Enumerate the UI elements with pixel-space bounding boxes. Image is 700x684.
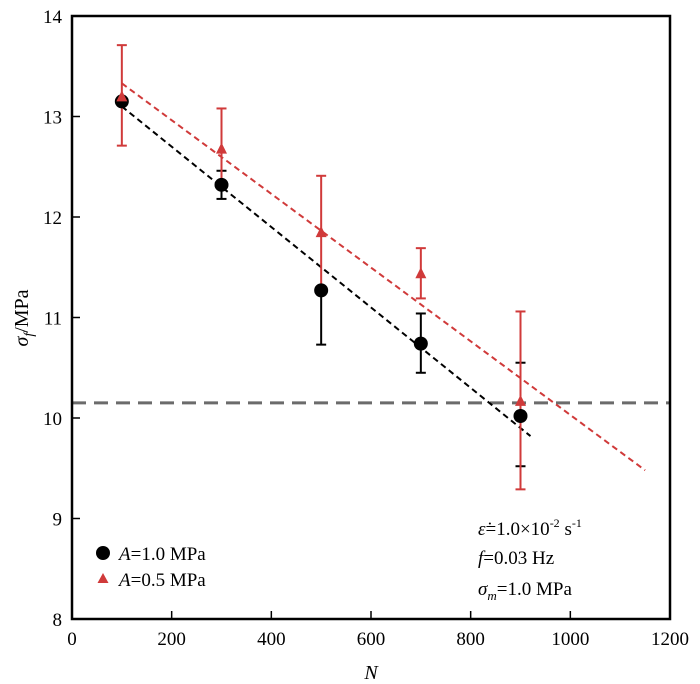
x-tick-labels: 0 200 400 600 800 1000 1200 xyxy=(67,629,689,650)
data-point-series-2 xyxy=(216,142,227,154)
error-bars-layer xyxy=(116,44,526,491)
x-tick-label: 400 xyxy=(257,629,286,650)
y-axis-label: σf/MPa xyxy=(11,289,37,346)
x-tick-label: 1000 xyxy=(551,629,589,650)
x-tick-label: 1200 xyxy=(651,629,689,650)
x-tick-label: 800 xyxy=(456,629,485,650)
frequency-annotation: f=0.03 Hz xyxy=(478,548,554,569)
data-point-series-2 xyxy=(116,90,128,102)
legend-label-series-1: A=1.0 MPa xyxy=(117,544,206,565)
x-tick-label: 0 xyxy=(67,629,77,650)
y-tick-label: 11 xyxy=(44,309,62,330)
plot-frame xyxy=(70,14,672,621)
legend-label-series-2: A=0.5 MPa xyxy=(117,570,206,591)
y-tick-label: 8 xyxy=(53,610,63,631)
legend-marker-circle xyxy=(96,546,110,560)
fit-lines-layer xyxy=(121,82,646,472)
data-point-series-2 xyxy=(315,226,327,238)
data-point-series-1 xyxy=(413,336,428,351)
fit-line-series-2 xyxy=(121,82,646,472)
y-tick-label: 9 xyxy=(53,510,63,531)
legend: A=1.0 MPa A=0.5 MPa xyxy=(96,544,206,591)
data-point-series-2 xyxy=(515,394,526,406)
data-points-layer xyxy=(114,90,528,423)
data-point-series-1 xyxy=(214,177,229,192)
data-point-series-1 xyxy=(513,408,528,423)
y-tick-labels: 8 9 10 11 12 13 14 xyxy=(43,7,63,631)
data-point-series-2 xyxy=(415,267,427,279)
x-axis-label: N xyxy=(363,662,379,684)
y-tick-label: 10 xyxy=(43,409,62,430)
x-tick-label: 200 xyxy=(157,629,186,650)
legend-marker-triangle xyxy=(97,573,109,583)
data-point-series-1 xyxy=(314,283,329,298)
y-tick-label: 13 xyxy=(43,108,62,129)
y-tick-label: 12 xyxy=(43,208,62,229)
x-tick-label: 600 xyxy=(357,629,386,650)
mean-stress-annotation: σm=1.0 MPa xyxy=(478,579,572,603)
fit-line-series-1 xyxy=(121,105,532,437)
y-tick-label: 14 xyxy=(43,7,63,28)
strain-rate-annotation: ε̇=1.0×10-2 s-1 xyxy=(478,516,582,540)
conditions-annotation: ε̇=1.0×10-2 s-1 f=0.03 Hz σm=1.0 MPa xyxy=(478,516,582,603)
